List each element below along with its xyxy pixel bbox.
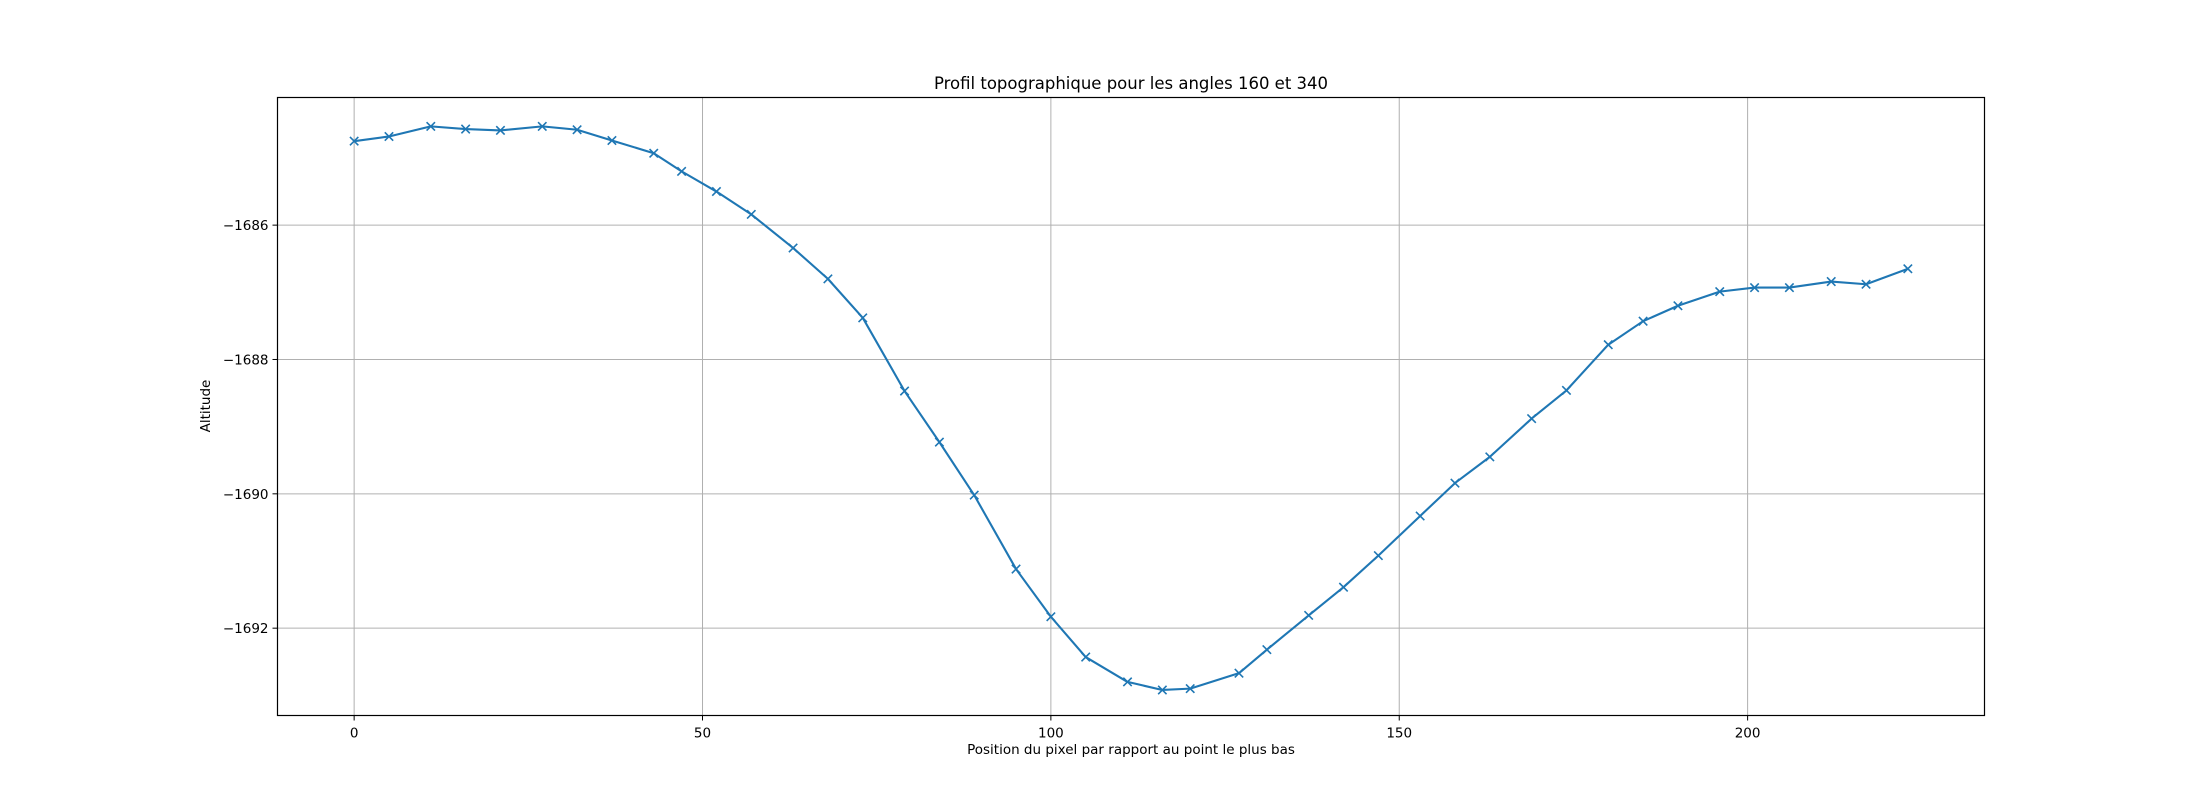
data-point-marker — [1011, 564, 1021, 574]
data-point-marker — [969, 490, 980, 500]
data-point-marker — [1122, 677, 1133, 687]
data-point-marker — [1185, 683, 1195, 694]
plot-area-frame — [276, 96, 1986, 717]
data-point-marker — [384, 131, 394, 142]
data-point-marker — [1338, 582, 1349, 592]
data-point-marker — [349, 136, 359, 146]
data-point-marker — [572, 124, 582, 135]
data-point-marker — [823, 274, 833, 284]
y-tick-label: −1686 — [223, 218, 269, 234]
data-point-marker — [1373, 550, 1384, 561]
data-point-marker — [1638, 316, 1648, 326]
series-profil — [349, 121, 1913, 695]
data-point-marker — [1826, 276, 1836, 287]
data-point-marker — [1714, 286, 1725, 297]
data-point-marker — [1903, 264, 1913, 274]
data-point-marker — [426, 121, 436, 132]
data-point-marker — [1080, 652, 1091, 662]
data-point-marker — [1303, 610, 1314, 621]
x-axis-ticks: 0 50 100 150 200 — [350, 715, 1761, 742]
data-point-marker — [495, 125, 506, 136]
data-point-marker — [537, 121, 548, 132]
x-tick-label: 50 — [694, 726, 711, 742]
data-point-marker — [1526, 413, 1537, 424]
y-tick-label: −1690 — [223, 487, 269, 503]
data-point-marker — [1262, 644, 1272, 655]
data-point-marker — [1046, 611, 1056, 622]
data-point-marker — [607, 135, 617, 146]
data-point-marker — [1234, 668, 1244, 678]
x-tick-label: 0 — [350, 726, 359, 742]
x-axis-label: Position du pixel par rapport au point l… — [967, 742, 1295, 758]
chart-title: Profil topographique pour les angles 160… — [934, 74, 1328, 93]
series-line — [353, 125, 1909, 692]
data-point-marker — [934, 437, 945, 447]
data-point-marker — [1485, 452, 1495, 462]
data-point-marker — [648, 148, 659, 159]
y-axis-label: Altitude — [198, 380, 214, 433]
data-point-marker — [1749, 282, 1760, 293]
y-axis-ticks: −1686 −1688 −1690 −1692 — [223, 218, 278, 637]
data-point-marker — [1784, 282, 1795, 293]
grid — [277, 97, 1985, 716]
data-point-marker — [1861, 279, 1871, 290]
data-point-marker — [1450, 478, 1460, 488]
x-tick-label: 150 — [1386, 726, 1412, 742]
data-point-marker — [711, 186, 722, 197]
y-tick-label: −1692 — [223, 621, 269, 637]
data-point-marker — [899, 386, 910, 396]
data-point-marker — [788, 243, 798, 253]
data-point-marker — [857, 313, 868, 323]
y-tick-label: −1688 — [223, 352, 269, 368]
data-point-marker — [1603, 339, 1614, 350]
data-point-marker — [460, 124, 471, 134]
x-tick-label: 100 — [1038, 726, 1064, 742]
data-point-marker — [1673, 300, 1683, 311]
data-point-marker — [676, 166, 687, 177]
data-point-marker — [1415, 511, 1425, 521]
data-point-marker — [1157, 685, 1168, 695]
data-point-marker — [1561, 385, 1572, 396]
x-tick-label: 200 — [1735, 726, 1761, 742]
data-point-marker — [746, 209, 757, 220]
